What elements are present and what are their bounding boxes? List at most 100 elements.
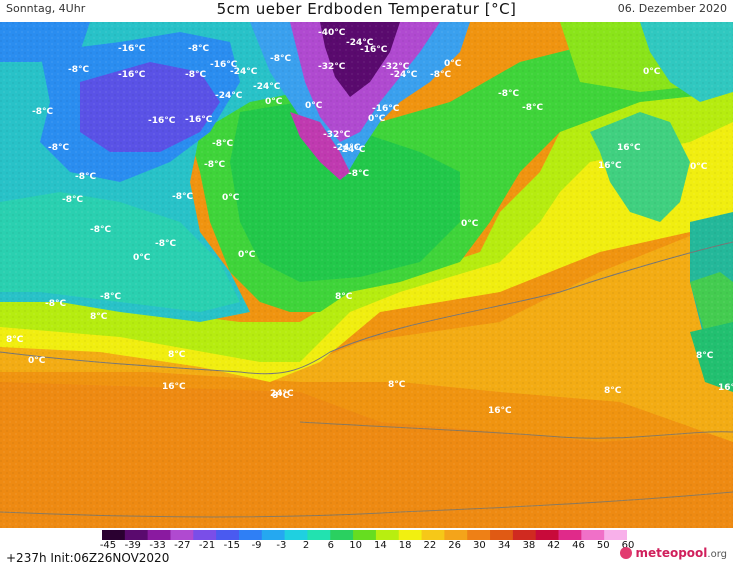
isotherm-label: 0°C (238, 250, 256, 260)
isotherm-label: 8°C (604, 386, 622, 396)
isotherm-label: 8°C (90, 312, 108, 322)
color-scale-segment (512, 530, 537, 540)
color-scale-label: 2 (302, 540, 310, 551)
map-title: 5cm ueber Erdboden Temperatur [°C] (216, 0, 517, 18)
isotherm-label: -8°C (75, 172, 96, 182)
color-scale-segment (124, 530, 149, 540)
isotherm-label: -8°C (270, 54, 291, 64)
isotherm-label: -16°C (118, 70, 146, 80)
color-scale-segment (193, 530, 217, 540)
isotherm-label: -24°C (346, 38, 374, 48)
isotherm-label: -8°C (172, 192, 193, 202)
color-scale-label: -27 (174, 540, 191, 551)
isotherm-label: 8°C (6, 335, 24, 345)
isotherm-label: 0°C (265, 97, 283, 107)
color-scale (102, 530, 627, 540)
isotherm-label: -24°C (338, 145, 366, 155)
color-scale-segment (147, 530, 171, 540)
isotherm-label: 8°C (696, 351, 714, 361)
isotherm-label: -8°C (90, 225, 111, 235)
isotherm-label: -16°C (185, 115, 213, 125)
isotherm-label: -16°C (372, 104, 400, 114)
isotherm-label: -24°C (253, 82, 281, 92)
color-scale-segment (170, 530, 194, 540)
isotherm-label: 0°C (368, 114, 386, 124)
isotherm-label: -8°C (430, 70, 451, 80)
isotherm-label: 8°C (272, 391, 290, 401)
color-scale-label: -21 (198, 540, 216, 551)
isotherm-label: 0°C (461, 219, 479, 229)
isotherm-label: 0°C (28, 356, 46, 366)
color-scale-segment (102, 530, 126, 540)
isotherm-label: -8°C (68, 65, 89, 75)
header: Sonntag, 4Uhr 5cm ueber Erdboden Tempera… (0, 0, 733, 22)
isotherm-label: -24°C (215, 91, 243, 101)
color-scale-label: 22 (423, 540, 437, 551)
color-scale-label: -9 (251, 540, 262, 551)
color-scale-segment (216, 530, 240, 540)
isotherm-label: -24°C (230, 67, 258, 77)
color-scale-segment (330, 530, 354, 540)
brand-logo[interactable]: meteopool.org (620, 546, 727, 560)
color-scale-segment (558, 530, 582, 540)
isotherm-label: 16°C (162, 382, 186, 392)
forecast-date: 06. Dezember 2020 (617, 2, 727, 15)
color-scale-label: -39 (124, 540, 141, 551)
color-scale-segment (398, 530, 423, 540)
color-scale-segment (375, 530, 400, 540)
color-scale-label: -15 (223, 540, 240, 551)
isotherm-label: -24°C (390, 70, 418, 80)
isotherm-label: 24°C (270, 389, 294, 399)
color-scale-segment (421, 530, 445, 540)
isotherm-label: 8°C (388, 380, 406, 390)
color-scale-label: 14 (374, 540, 387, 551)
isotherm-label: 0°C (222, 193, 240, 203)
isotherm-label: 0°C (444, 59, 462, 69)
color-scale-segment (581, 530, 605, 540)
color-scale-label: 60 (621, 540, 635, 551)
isotherm-label: -16°C (360, 45, 388, 55)
color-scale-label: -45 (99, 540, 117, 551)
color-scale-segment (444, 530, 468, 540)
color-scale-segment (467, 530, 491, 540)
isotherm-label: -8°C (522, 103, 543, 113)
isotherm-label: -32°C (323, 130, 351, 140)
color-scale-segment (353, 530, 377, 540)
temperature-map: -16°C-8°C -16°C-8°C-16°C-8°C -24°C-8°C-40°… (0, 22, 733, 528)
color-scale-label: 42 (547, 540, 561, 551)
isotherm-label: 0°C (133, 253, 151, 263)
isotherm-label: -40°C (318, 28, 346, 38)
isotherm-label: -16°C (148, 116, 176, 126)
forecast-time: Sonntag, 4Uhr (6, 2, 86, 15)
isotherm-label: -8°C (188, 44, 209, 54)
isotherm-label: -8°C (498, 89, 519, 99)
isotherm-label: -8°C (348, 169, 369, 179)
isotherm-label: 8°C (335, 292, 353, 302)
isotherm-label: -8°C (100, 292, 121, 302)
isotherm-label: -16°C (118, 44, 146, 54)
color-scale-label: 50 (596, 540, 610, 551)
isotherm-label: -24°C (333, 143, 361, 153)
color-scale-label: -33 (149, 540, 166, 551)
color-scale-label: 6 (327, 540, 335, 551)
isotherm-label: -16°C (210, 60, 238, 70)
color-scale-label: 18 (398, 540, 412, 551)
isotherm-label: -8°C (62, 195, 83, 205)
color-scale-label: 26 (448, 540, 462, 551)
isotherm-label: -8°C (48, 143, 69, 153)
isotherm-label: 8°C (168, 350, 186, 360)
color-scale-segment (307, 530, 331, 540)
color-scale-segment (490, 530, 514, 540)
color-scale-label: 34 (497, 540, 511, 551)
isotherm-label: -32°C (382, 62, 410, 72)
color-scale-label: -3 (276, 540, 287, 551)
color-scale-label: 30 (473, 540, 486, 551)
color-scale-segment (238, 530, 263, 540)
color-scale-segment (261, 530, 286, 540)
init-time: +237h Init:06Z26NOV2020 (6, 551, 170, 565)
isotherm-label: 0°C (690, 162, 708, 172)
isotherm-label: 0°C (305, 101, 323, 111)
isotherm-label: 0°C (643, 67, 661, 77)
isotherm-label: -8°C (204, 160, 225, 170)
brand-icon (620, 547, 633, 559)
